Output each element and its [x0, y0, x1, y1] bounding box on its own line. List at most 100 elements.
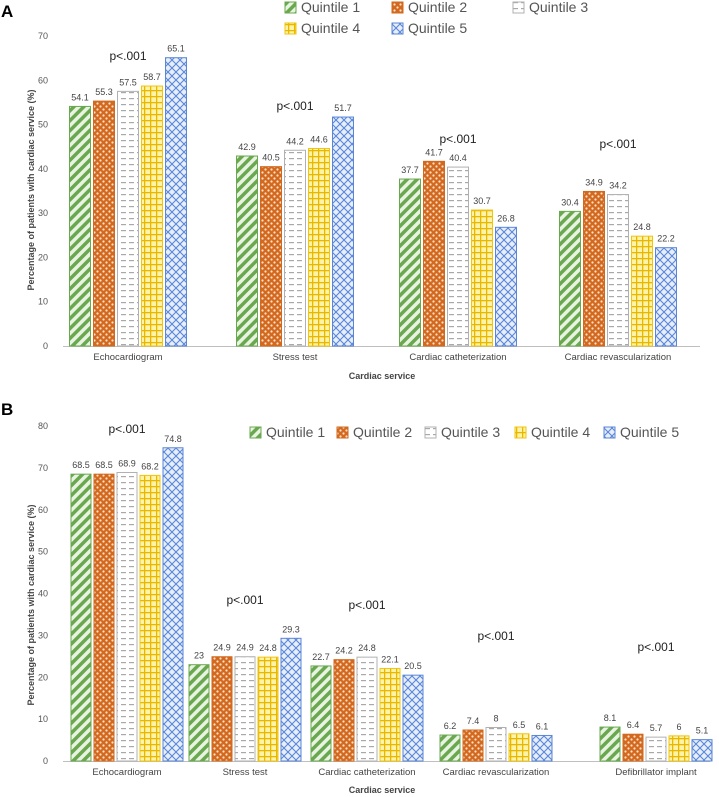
- bar-b-quintile-1: [439, 734, 461, 762]
- legend-label-a-quintile-3: Quintile 3: [529, 0, 588, 15]
- legend-label-a-quintile-1: Quintile 1: [301, 0, 360, 15]
- y-tick-label-b: 50: [38, 547, 48, 557]
- category-label-b: Cardiac catheterization: [318, 767, 415, 778]
- data-label-a-quintile-3: 44.2: [286, 136, 304, 146]
- pvalue-label-a: p<.001: [276, 99, 313, 113]
- data-label-b-quintile-3: 8: [493, 714, 498, 724]
- legend-label-b-quintile-3: Quintile 3: [441, 424, 500, 440]
- data-label-b-quintile-3: 5.7: [650, 723, 663, 733]
- panel-label-b: B: [1, 400, 13, 419]
- data-label-a-quintile-1: 37.7: [401, 165, 419, 175]
- legend-label-b-quintile-4: Quintile 4: [531, 424, 590, 440]
- legend-label-b-quintile-1: Quintile 1: [266, 424, 325, 440]
- data-label-a-quintile-5: 51.7: [334, 103, 352, 113]
- data-label-b-quintile-1: 6.2: [444, 721, 457, 731]
- y-axis-title-b: Percentage of patients with cardiac serv…: [26, 504, 36, 705]
- data-label-b-quintile-5: 29.3: [282, 624, 300, 634]
- data-label-b-quintile-5: 74.8: [164, 434, 182, 444]
- panel-label-a: A: [1, 2, 13, 21]
- category-label-a: Cardiac revascularization: [565, 352, 672, 363]
- data-label-a-quintile-3: 57.5: [119, 77, 137, 87]
- data-label-b-quintile-5: 6.1: [536, 721, 549, 731]
- bar-b-quintile-3: [356, 656, 378, 762]
- bar-b-quintile-5: [691, 739, 713, 762]
- data-label-b-quintile-1: 23: [194, 651, 204, 661]
- bars-b: [70, 447, 713, 762]
- bar-b-quintile-1: [70, 473, 92, 762]
- y-tick-label-b: 0: [43, 756, 48, 766]
- data-label-b-quintile-4: 24.8: [259, 643, 277, 653]
- y-tick-label-b: 10: [38, 714, 48, 724]
- bar-b-quintile-5: [280, 637, 302, 762]
- bar-a-quintile-2: [583, 190, 605, 347]
- bar-a-quintile-3: [607, 194, 629, 347]
- pvalues-b: p<.001 p<.001 p<.001 p<.001 p<.001: [108, 422, 674, 654]
- pvalue-label-a: p<.001: [599, 137, 636, 151]
- category-label-b: Cardiac revascularization: [443, 767, 550, 778]
- data-label-b-quintile-2: 6.4: [627, 720, 640, 730]
- data-label-a-quintile-1: 42.9: [238, 142, 256, 152]
- value-labels-b: 68.5 23 22.7 6.2 8.1 68.5 24.9 24.2 7.4 6.4 68.9 24…: [72, 434, 708, 736]
- bar-a-quintile-1: [236, 155, 258, 347]
- bar-a-quintile-4: [308, 147, 330, 347]
- data-label-a-quintile-3: 40.4: [449, 153, 467, 163]
- bar-b-quintile-2: [622, 733, 644, 762]
- legend-a: Quintile 1 Quintile 2 Quintile 3 Quintile 4…: [284, 0, 588, 36]
- category-label-b: Stress test: [223, 767, 268, 778]
- y-tick-label-a: 20: [38, 252, 48, 262]
- bar-a-quintile-4: [631, 235, 653, 347]
- legend-swatch-b-quintile-3: [424, 426, 437, 439]
- bar-b-quintile-1: [188, 664, 210, 762]
- bar-a-quintile-2: [423, 160, 445, 347]
- category-label-a: Stress test: [273, 352, 318, 363]
- y-tick-label-a: 40: [38, 164, 48, 174]
- bar-a-quintile-1: [69, 105, 91, 347]
- bar-a-quintile-4: [141, 85, 163, 347]
- category-label-b: Echocardiogram: [92, 767, 161, 778]
- data-label-a-quintile-2: 40.5: [262, 153, 280, 163]
- data-label-a-quintile-1: 54.1: [71, 92, 89, 102]
- y-tick-label-b: 20: [38, 672, 48, 682]
- bar-b-quintile-2: [211, 656, 233, 762]
- value-labels-a: 54.1 42.9 37.7 30.4 55.3 40.5 41.7 34.9 57.5 44.2…: [71, 44, 675, 244]
- y-tick-label-a: 70: [38, 31, 48, 41]
- data-label-b-quintile-3: 24.8: [358, 643, 376, 653]
- legend-swatch-a-quintile-3: [512, 1, 525, 14]
- legend-swatch-b-quintile-2: [336, 426, 349, 439]
- bar-b-quintile-4: [139, 474, 161, 762]
- bar-b-quintile-3: [116, 471, 138, 762]
- data-label-b-quintile-4: 6: [676, 722, 681, 732]
- bar-b-quintile-1: [310, 665, 332, 762]
- y-tick-label-a: 0: [43, 341, 48, 351]
- bar-a-quintile-2: [93, 100, 115, 347]
- pvalue-label-a: p<.001: [109, 49, 146, 63]
- bar-b-quintile-5: [531, 734, 553, 762]
- data-label-a-quintile-4: 30.7: [473, 196, 491, 206]
- data-label-b-quintile-1: 68.5: [72, 460, 90, 470]
- chart-panel-a: A Quintile 1 Quintile 2 Quintile 3Quintile…: [1, 0, 700, 381]
- legend-swatch-a-quintile-5: [391, 22, 404, 35]
- data-label-b-quintile-1: 22.7: [312, 652, 330, 662]
- data-label-b-quintile-4: 22.1: [381, 654, 399, 664]
- data-label-a-quintile-4: 24.8: [633, 222, 651, 232]
- legend-swatch-a-quintile-4: [284, 22, 297, 35]
- pvalue-label-b: p<.001: [477, 629, 514, 643]
- y-tick-label-b: 30: [38, 630, 48, 640]
- legend-swatch-a-quintile-1: [284, 1, 297, 14]
- bar-a-quintile-5: [165, 57, 187, 347]
- bar-a-quintile-5: [655, 247, 677, 347]
- data-label-a-quintile-3: 34.2: [609, 181, 627, 191]
- legend-swatch-b-quintile-4: [514, 426, 527, 439]
- data-label-a-quintile-5: 65.1: [167, 44, 185, 54]
- bar-b-quintile-4: [379, 667, 401, 762]
- data-label-b-quintile-5: 20.5: [404, 661, 422, 671]
- y-tick-label-b: 70: [38, 463, 48, 473]
- bar-a-quintile-1: [399, 178, 421, 347]
- data-label-b-quintile-4: 6.5: [513, 720, 526, 730]
- x-axis-title-b: Cardiac service: [349, 785, 416, 795]
- y-axis-title-a: Percentage of patients with cardiac serv…: [26, 89, 36, 290]
- legend-label-a-quintile-5: Quintile 5: [408, 20, 467, 36]
- data-label-a-quintile-5: 26.8: [497, 213, 515, 223]
- data-label-b-quintile-2: 68.5: [95, 460, 113, 470]
- y-tick-label-b: 40: [38, 589, 48, 599]
